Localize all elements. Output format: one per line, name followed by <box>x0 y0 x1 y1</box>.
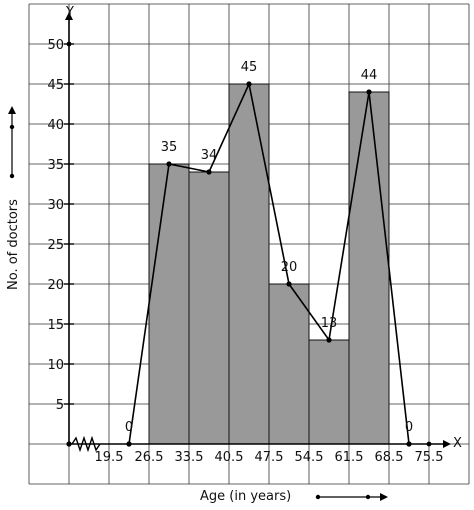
y-axis-title: No. of doctors <box>6 199 21 290</box>
origin-point <box>66 441 72 447</box>
x-axis-title: Age (in years) <box>200 489 291 504</box>
x-tick-label: 54.5 <box>295 450 324 465</box>
y-tick-label: 35 <box>47 158 64 173</box>
histogram-bar <box>228 83 270 445</box>
data-label: 34 <box>201 148 218 163</box>
x-tick-label: 75.5 <box>415 450 444 465</box>
polygon-point <box>406 441 412 447</box>
x-axis-end-point <box>426 441 432 447</box>
labels: 5 10 15 20 25 30 35 40 45 50 19.5 26.5 33.5 40.5 47.5 5… <box>47 38 443 465</box>
polygon-point <box>286 281 292 287</box>
polygon-point <box>206 169 212 175</box>
y-tick-label: 25 <box>47 238 64 253</box>
histogram-bar <box>148 163 190 445</box>
polygon-point <box>166 161 172 167</box>
axis-break-zigzag <box>71 435 101 453</box>
y-tick-label: 45 <box>47 78 64 93</box>
axes <box>64 12 451 448</box>
histogram-bar <box>308 339 350 445</box>
polygon-point <box>366 89 372 95</box>
data-label: 35 <box>161 140 178 155</box>
frequency-polygon <box>126 81 412 447</box>
y-tick-label: 30 <box>47 198 64 213</box>
bars <box>148 83 390 445</box>
x-axis-letter: X <box>453 436 462 451</box>
data-label: 0 <box>125 420 133 435</box>
x-tick-label: 47.5 <box>255 450 284 465</box>
frequency-polygon-line <box>128 81 410 445</box>
y-tick-label: 5 <box>56 398 64 413</box>
y-axis-arrowhead <box>65 12 73 20</box>
y-tick-label: 40 <box>47 118 64 133</box>
x-tick-label: 19.5 <box>95 450 124 465</box>
data-label: 13 <box>321 316 338 331</box>
data-label: 44 <box>361 68 378 83</box>
x-tick-label: 33.5 <box>175 450 204 465</box>
polygon-point <box>246 81 252 87</box>
histogram-bar <box>268 283 310 445</box>
polygon-point <box>326 337 332 343</box>
y-direction-arrow <box>8 106 16 179</box>
data-label: 45 <box>241 60 258 75</box>
x-direction-arrow <box>315 493 388 501</box>
y-axis-letter: Y <box>65 5 74 20</box>
y-tick-label: 50 <box>47 38 64 53</box>
x-tick-label: 61.5 <box>335 450 364 465</box>
x-axis-arrowhead <box>443 440 451 448</box>
y-tick-label: 20 <box>47 278 64 293</box>
x-tick-label: 40.5 <box>215 450 244 465</box>
y-tick-label: 10 <box>47 358 64 373</box>
x-tick-label: 68.5 <box>375 450 404 465</box>
polygon-point <box>126 441 132 447</box>
histogram-bar <box>348 91 390 445</box>
data-label: 0 <box>405 420 413 435</box>
y-axis-top-point <box>66 41 72 47</box>
x-tick-label: 26.5 <box>135 450 164 465</box>
data-label: 20 <box>281 260 298 275</box>
y-tick-label: 15 <box>47 318 64 333</box>
histogram-bar <box>188 171 230 445</box>
